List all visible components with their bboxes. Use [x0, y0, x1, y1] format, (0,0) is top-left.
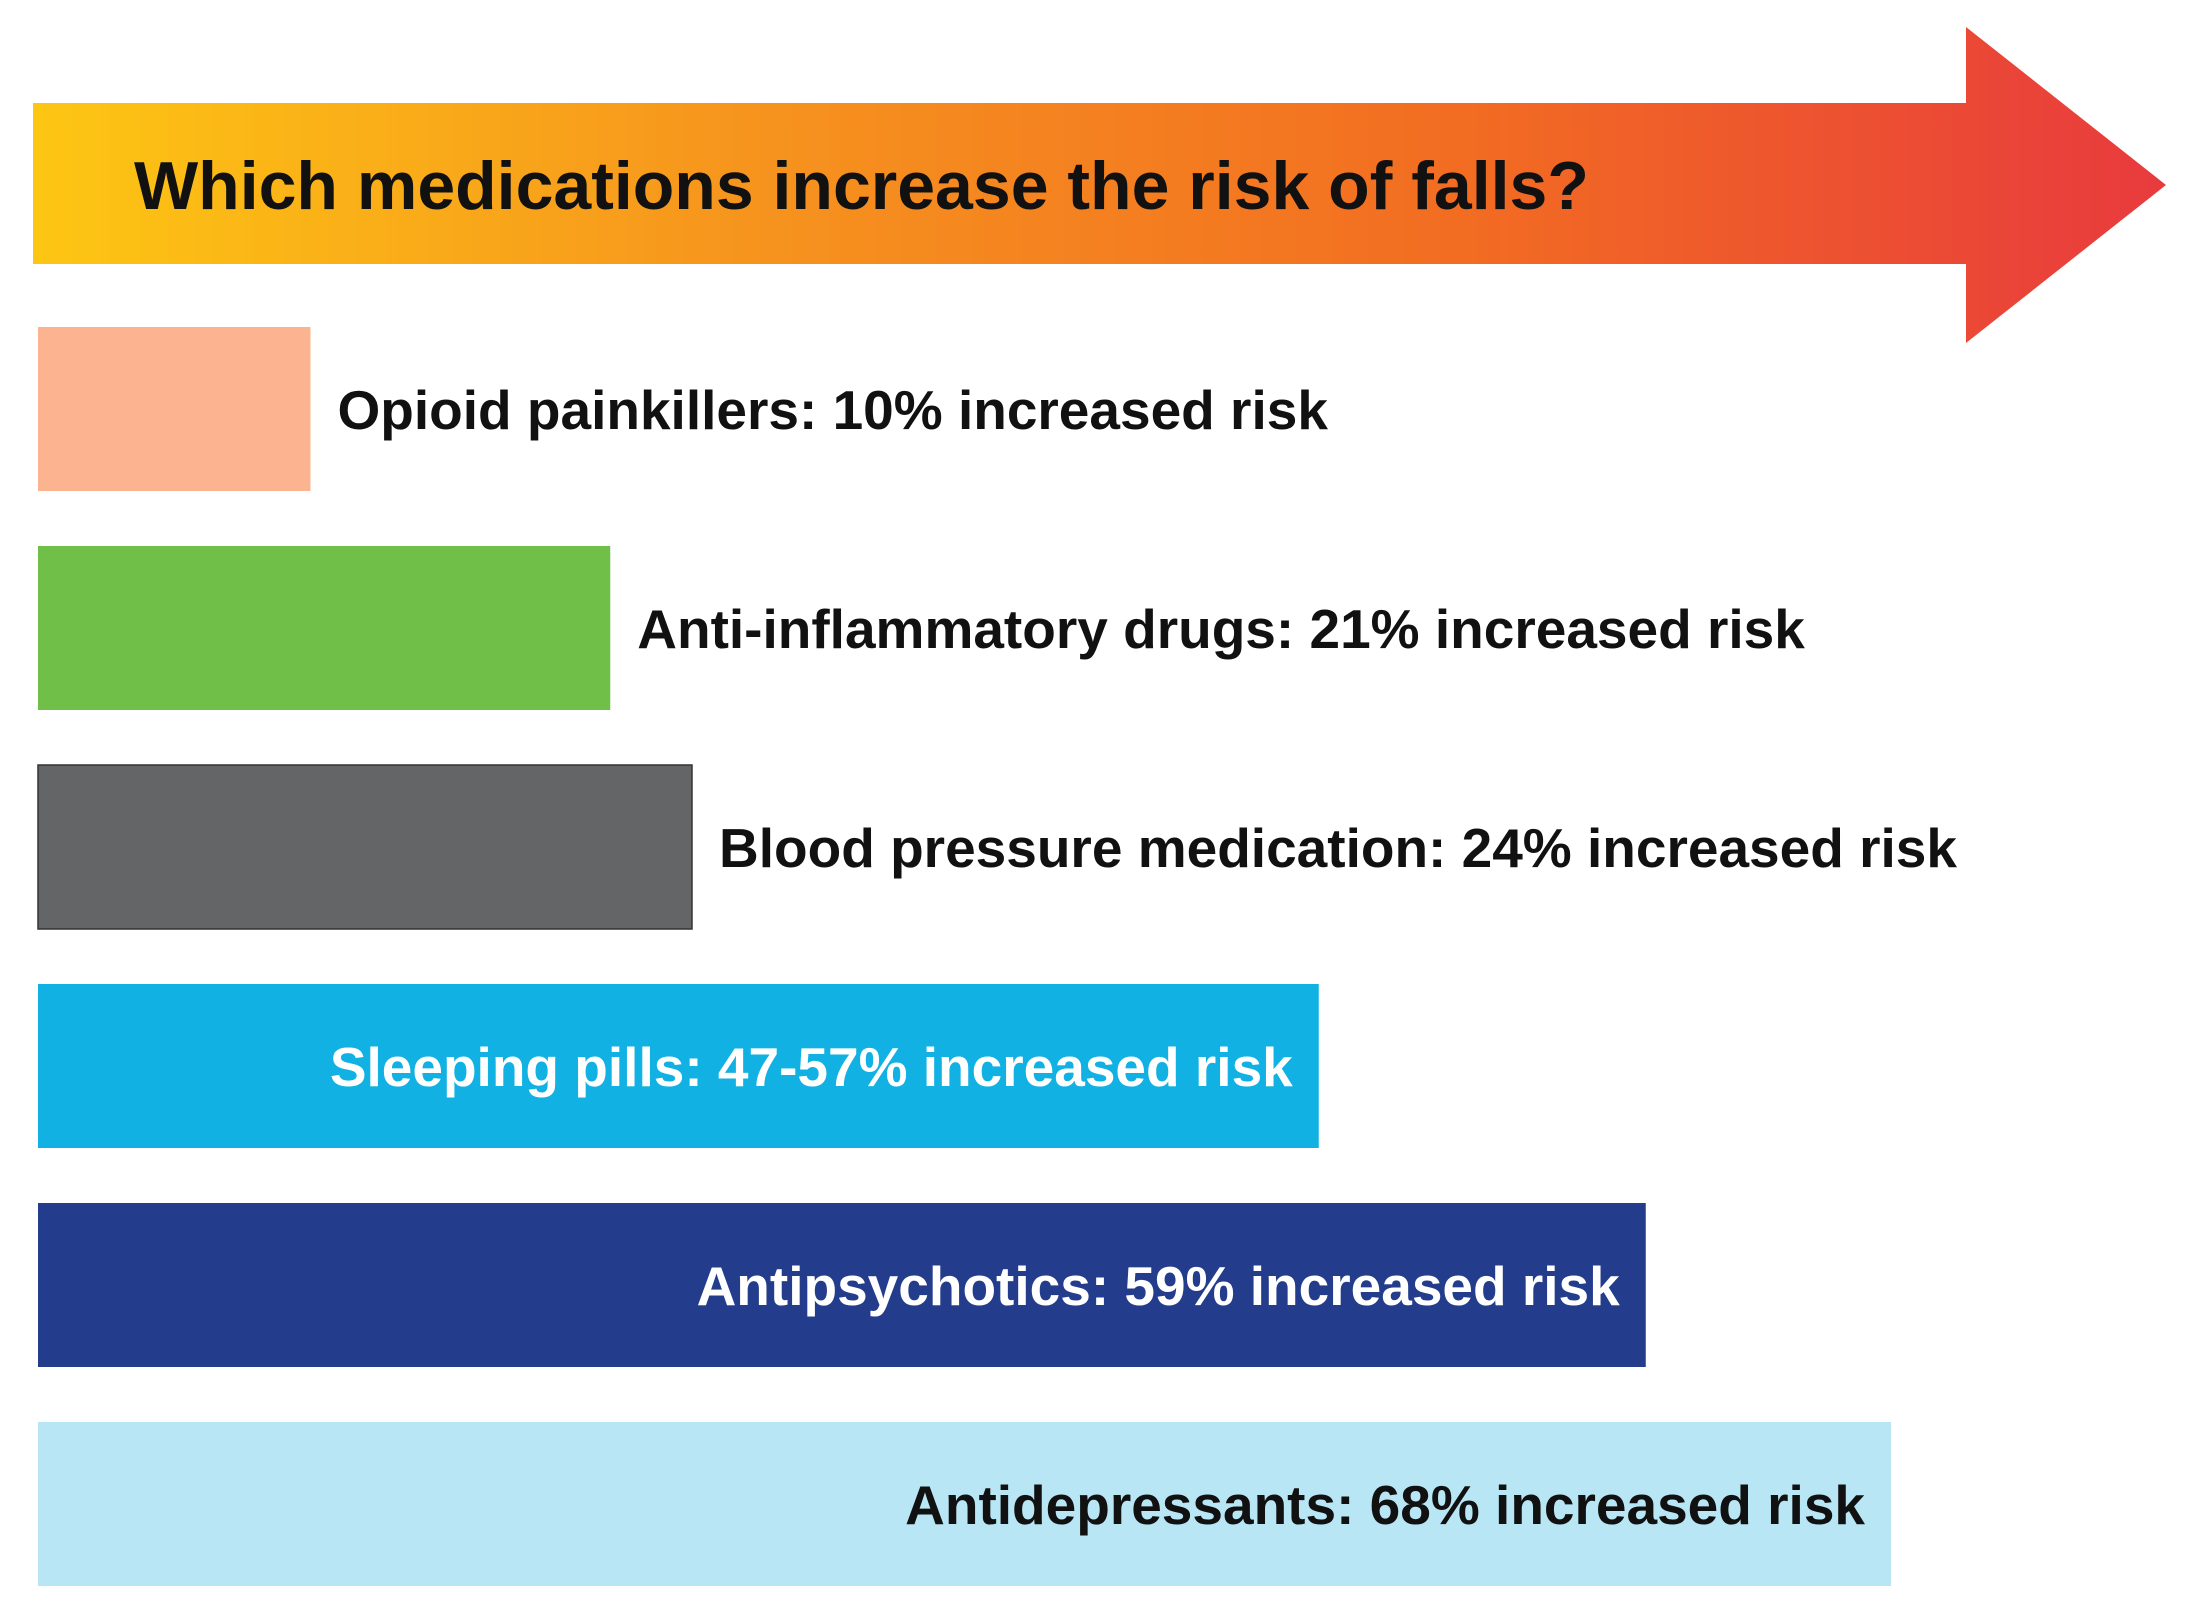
bar-4 — [38, 984, 1319, 1148]
bar-label-3: Blood pressure medication: 24% increased… — [719, 817, 1957, 879]
bar-label-1: Opioid painkillers: 10% increased risk — [338, 379, 1329, 441]
bar-label-5: Antipsychotics: 59% increased risk — [697, 1255, 1621, 1317]
bar-5 — [38, 1203, 1646, 1367]
bar-label-4: Sleeping pills: 47-57% increased risk — [330, 1036, 1293, 1098]
bar-1 — [38, 327, 311, 491]
bar-label-6: Antidepressants: 68% increased risk — [905, 1474, 1865, 1536]
bar-label-2: Anti-inflammatory drugs: 21% increased r… — [637, 598, 1805, 660]
chart-title: Which medications increase the risk of f… — [134, 148, 1589, 224]
risk-arrow — [33, 27, 2166, 343]
bar-3 — [37, 764, 693, 930]
bar-6 — [38, 1422, 1891, 1586]
bar-2 — [38, 546, 611, 710]
bars-group: Opioid painkillers: 10% increased risk An… — [37, 327, 1957, 1586]
